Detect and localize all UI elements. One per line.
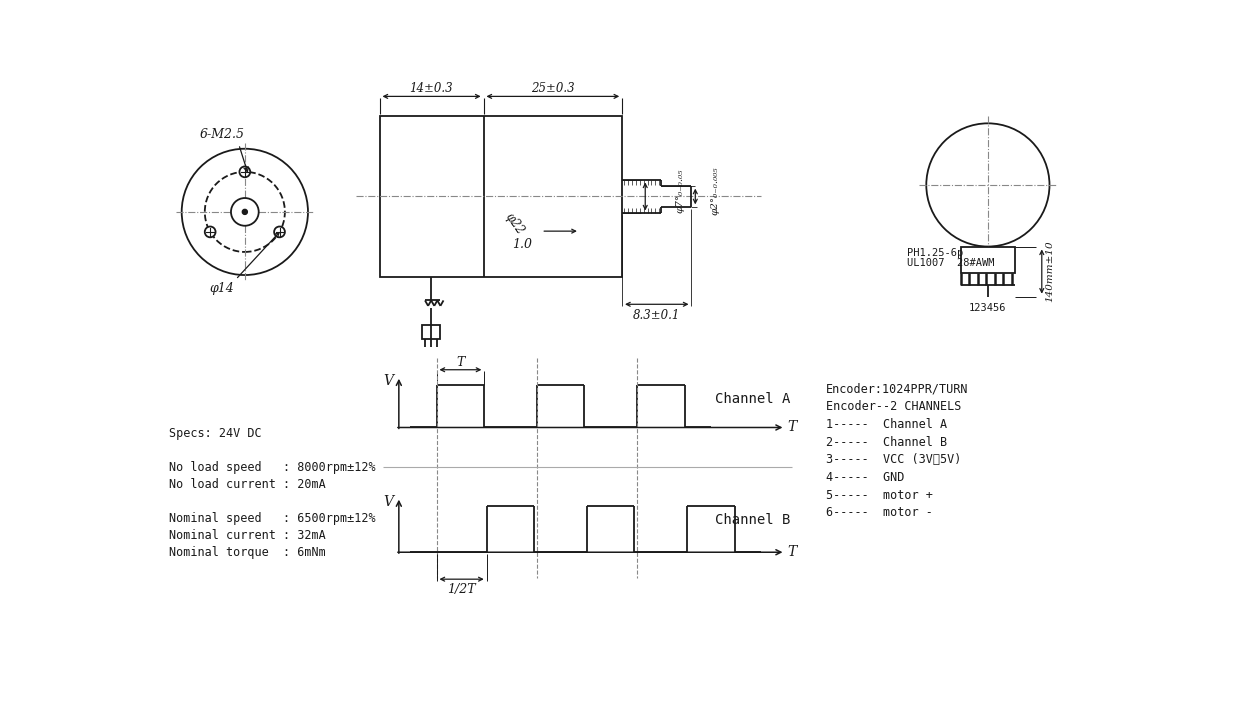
Circle shape [274,226,285,238]
Text: 2-----  Channel B: 2----- Channel B [826,436,947,449]
Circle shape [240,166,250,177]
Text: 5-----  motor +: 5----- motor + [826,489,933,502]
Text: 3-----  VCC (3V～5V): 3----- VCC (3V～5V) [826,453,962,467]
Circle shape [182,148,308,275]
Text: No load speed   : 8000rpm±12%: No load speed : 8000rpm±12% [170,461,376,474]
Text: UL1007  28#AWM: UL1007 28#AWM [907,259,995,269]
Text: V: V [383,495,393,509]
Text: Channel B: Channel B [715,513,790,527]
Text: 4-----  GND: 4----- GND [826,471,904,484]
Text: No load current : 20mA: No load current : 20mA [170,478,327,491]
Text: 6-M2.5: 6-M2.5 [200,129,244,141]
Bar [422,325,441,339]
Circle shape [205,172,285,252]
Text: Nominal current : 32mA: Nominal current : 32mA [170,529,327,542]
Text: Nominal torque  : 6mNm: Nominal torque : 6mNm [170,546,327,559]
Text: φ2°₀₋₀.₀₀₅: φ2°₀₋₀.₀₀₅ [710,166,718,215]
Text: 1/2T: 1/2T [447,583,476,597]
Text: Encoder:1024PPR/TURN: Encoder:1024PPR/TURN [826,382,968,395]
Text: 14±0.3: 14±0.3 [409,82,453,95]
Text: 25±0.3: 25±0.3 [531,82,575,95]
Text: 6-----  motor -: 6----- motor - [826,506,933,520]
Text: φ14: φ14 [210,282,234,296]
Text: Channel A: Channel A [715,392,790,406]
Circle shape [242,209,247,214]
Circle shape [231,198,259,226]
Text: T: T [788,545,796,559]
Text: 1-----  Channel A: 1----- Channel A [826,418,947,431]
Circle shape [926,123,1050,247]
Text: Nominal speed   : 6500rpm±12%: Nominal speed : 6500rpm±12% [170,512,376,525]
Bar [961,247,1015,274]
Bar [379,116,622,277]
Text: V: V [383,374,393,388]
Circle shape [205,226,216,238]
Text: 140mm±10: 140mm±10 [1046,240,1055,302]
Text: Encoder--2 CHANNELS: Encoder--2 CHANNELS [826,400,962,413]
Text: Specs: 24V DC: Specs: 24V DC [170,427,263,440]
Text: PH1.25-6p: PH1.25-6p [907,247,963,257]
Text: T: T [788,421,796,435]
Text: 123456: 123456 [970,303,1006,313]
Text: φ7°₀₋₀.₀₅: φ7°₀₋₀.₀₅ [676,168,685,213]
Text: 1.0: 1.0 [512,238,533,252]
Text: 8.3±0.1: 8.3±0.1 [633,308,681,322]
Text: φ22: φ22 [502,210,526,237]
Text: T: T [456,356,465,368]
